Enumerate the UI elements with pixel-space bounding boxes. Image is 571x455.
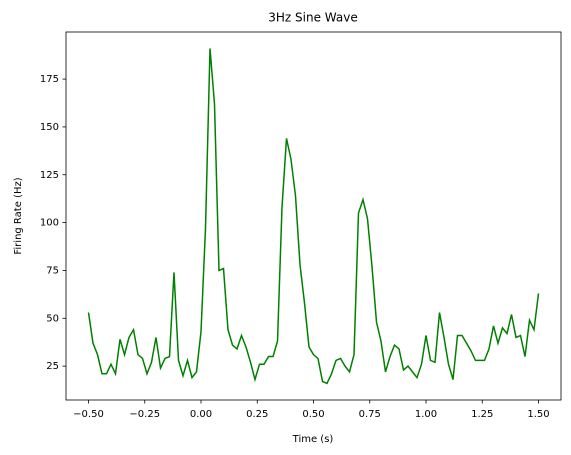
x-axis-label: Time (s) [292, 434, 334, 445]
x-tick-label: −0.25 [129, 409, 160, 420]
x-tick-label: −0.50 [73, 409, 104, 420]
y-axis-label: Firing Rate (Hz) [13, 177, 24, 254]
y-tick-label: 150 [40, 122, 59, 133]
data-line [87, 48, 540, 385]
y-tick-label: 25 [46, 361, 59, 372]
x-tick-label: 0.00 [190, 409, 212, 420]
x-tick-label: 0.25 [246, 409, 268, 420]
x-tick-label: 1.25 [471, 409, 493, 420]
y-tick-label: 125 [40, 170, 59, 181]
x-tick-label: 1.00 [415, 409, 437, 420]
y-tick-label: 75 [46, 265, 59, 276]
y-tick-label: 50 [46, 313, 59, 324]
chart-title: 3Hz Sine Wave [268, 11, 357, 25]
x-tick-label: 0.50 [302, 409, 324, 420]
axes-frame [65, 31, 562, 401]
x-tick-label: 1.50 [527, 409, 549, 420]
x-tick-label: 0.75 [359, 409, 381, 420]
y-tick-label: 175 [40, 74, 59, 85]
y-tick-label: 100 [40, 218, 59, 229]
